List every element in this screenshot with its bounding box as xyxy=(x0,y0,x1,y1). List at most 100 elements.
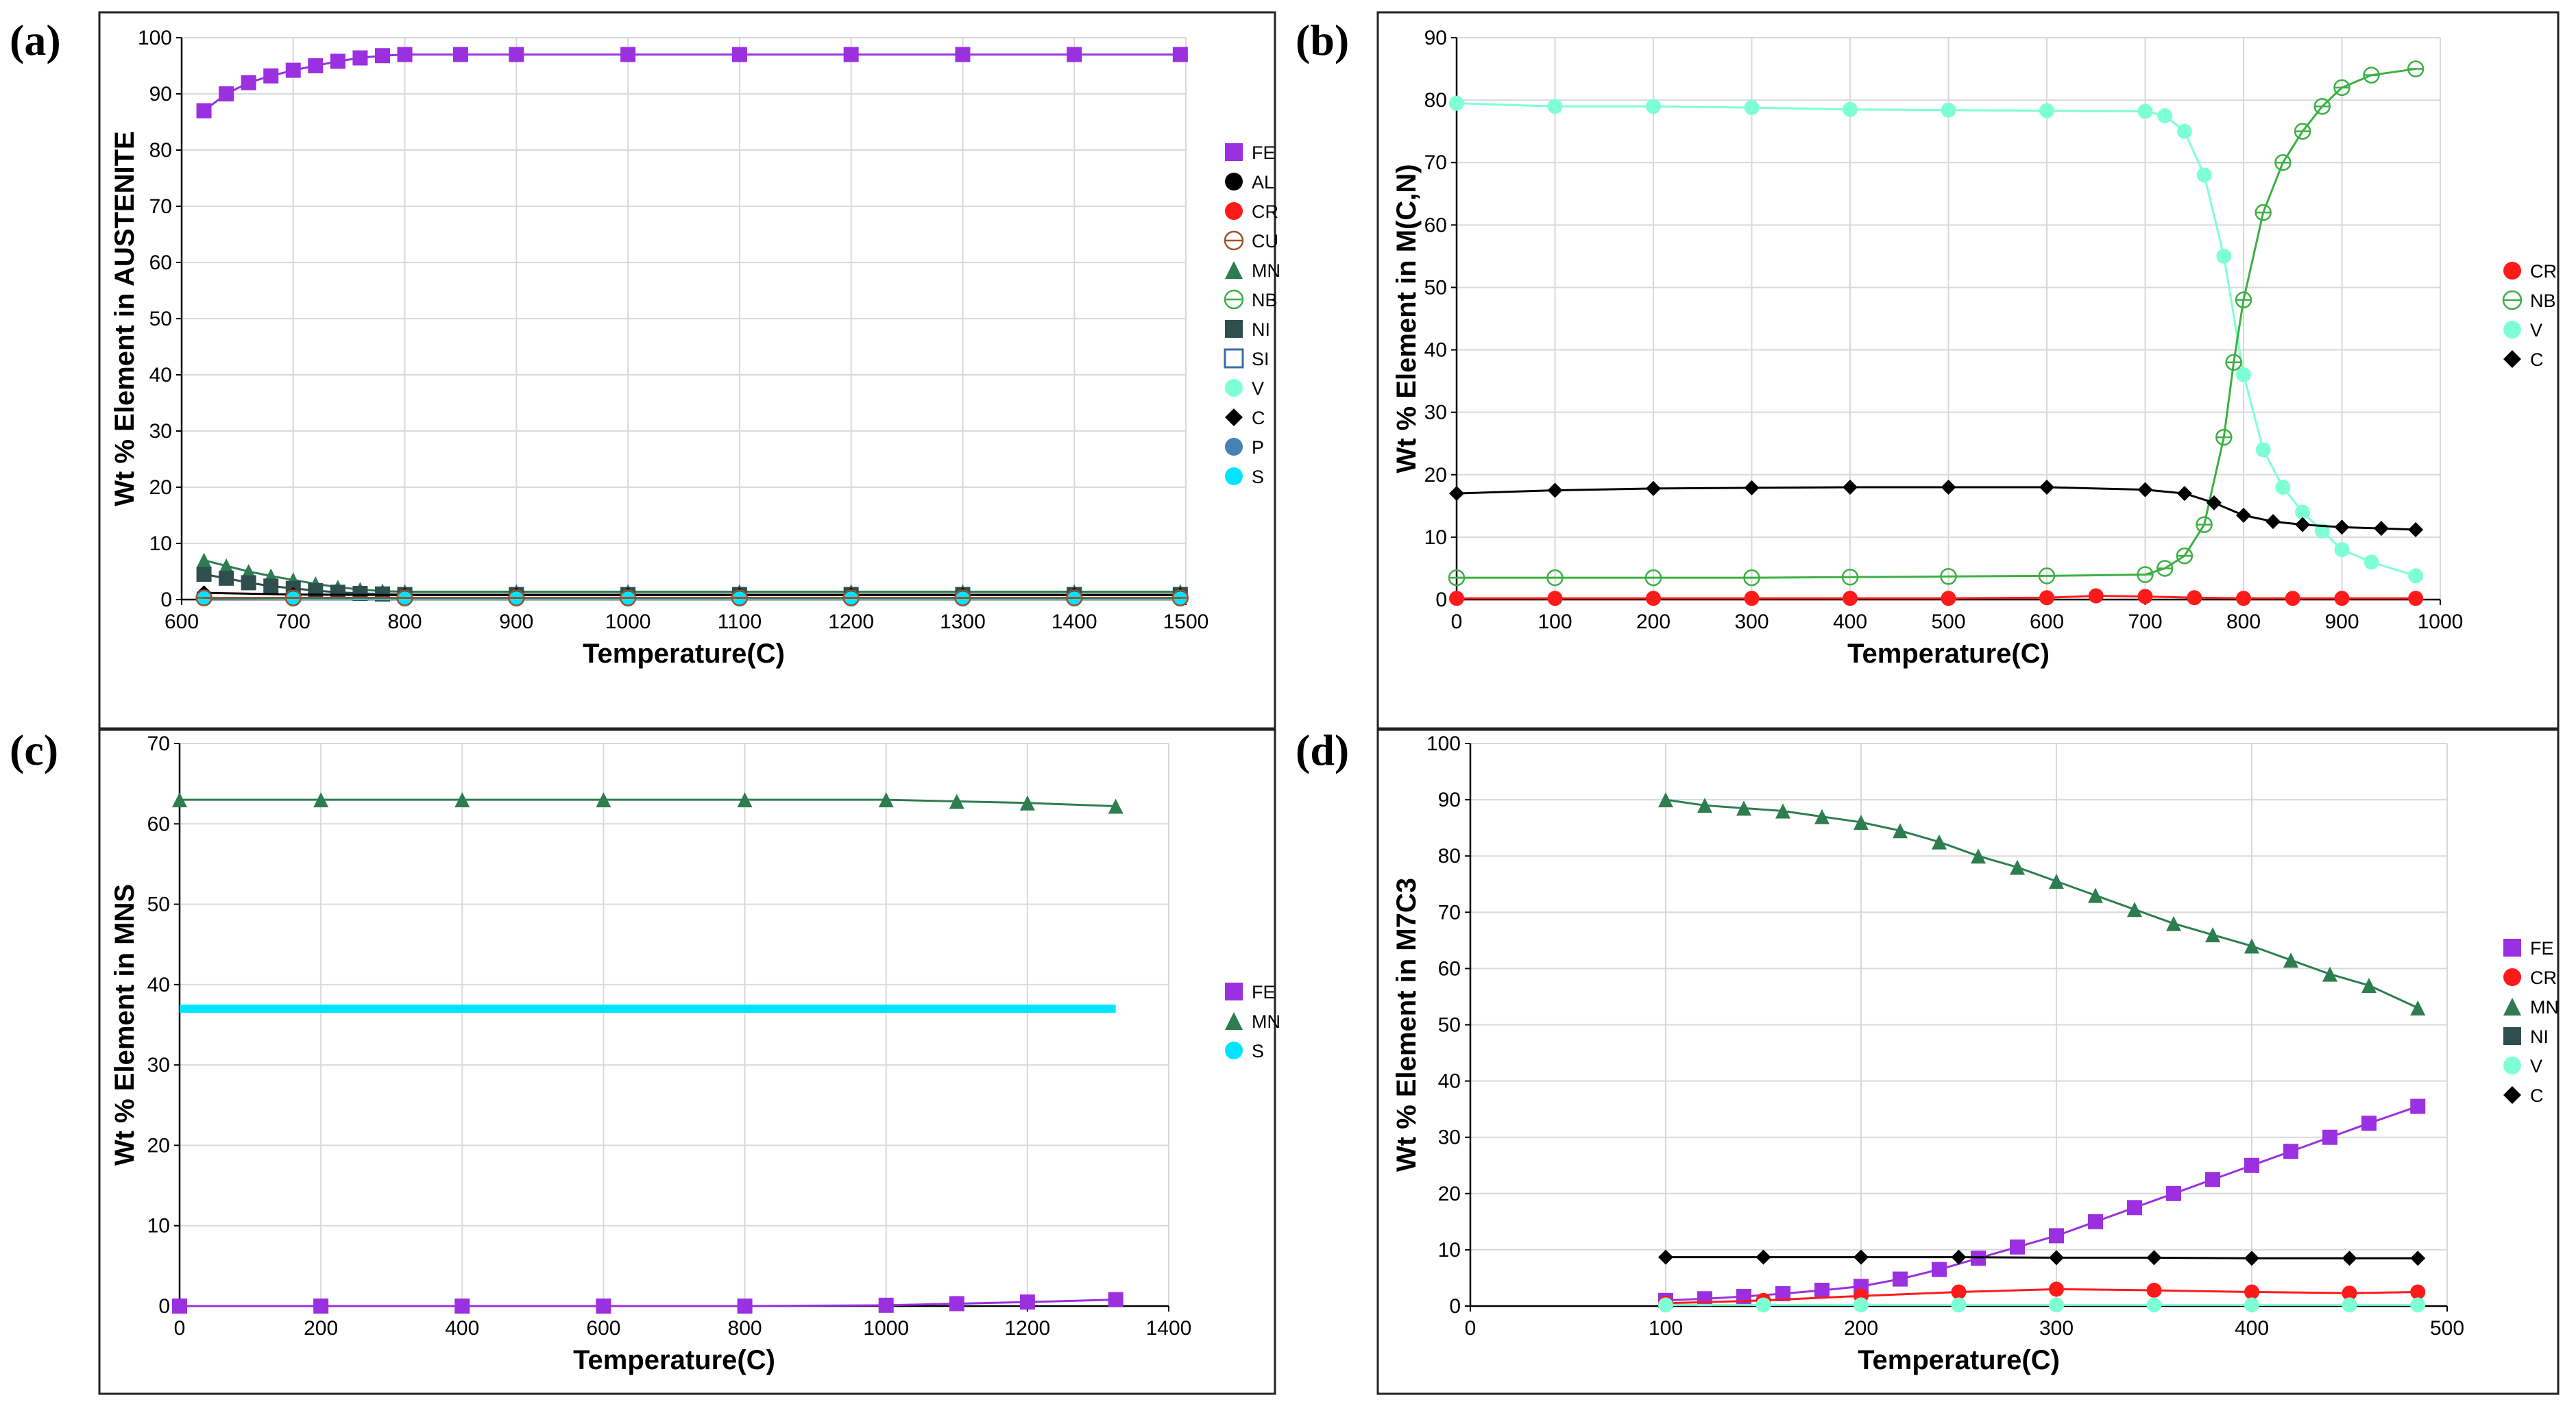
x-tick-label: 0 xyxy=(174,1317,186,1340)
legend-marker-nb xyxy=(2502,290,2523,310)
data-point xyxy=(2176,486,2192,502)
data-point xyxy=(2333,79,2350,97)
data-point xyxy=(2088,588,2104,604)
panel-frame xyxy=(1376,728,2560,1395)
y-tick-label: 90 xyxy=(149,83,172,106)
series-mn xyxy=(1658,792,2426,1016)
x-tick-label: 1100 xyxy=(718,611,762,633)
data-point xyxy=(2322,1129,2337,1145)
data-point xyxy=(1951,1284,1967,1300)
data-point xyxy=(2049,1250,2064,1266)
data-point xyxy=(2049,1297,2064,1313)
x-tick-label: 1400 xyxy=(1052,611,1097,633)
data-point xyxy=(263,578,279,594)
y-tick-label: 0 xyxy=(1449,1295,1461,1318)
panel-label-c: (c) xyxy=(10,726,59,774)
legend-marker-c xyxy=(2503,1086,2521,1104)
data-point xyxy=(1108,1292,1123,1307)
data-point xyxy=(1646,480,1661,496)
data-point xyxy=(1951,1249,1967,1265)
data-point xyxy=(2137,589,2153,604)
panel-label-a: (a) xyxy=(10,16,61,64)
y-tick-label: 30 xyxy=(1424,402,1447,424)
data-point xyxy=(1854,1297,1869,1313)
x-tick-label: 0 xyxy=(1465,1317,1477,1340)
data-point xyxy=(1932,834,1947,850)
data-point xyxy=(1971,848,1986,864)
data-point xyxy=(731,47,747,62)
y-tick-label: 20 xyxy=(147,1134,170,1157)
legend-marker-s xyxy=(1225,467,1243,485)
data-point xyxy=(1775,1286,1790,1301)
series-fe xyxy=(196,47,1188,119)
data-point xyxy=(1172,591,1188,607)
y-tick-label: 10 xyxy=(149,532,172,555)
legend-label-si: SI xyxy=(1252,349,1269,369)
x-tick-label: 400 xyxy=(445,1317,479,1340)
data-point xyxy=(1019,1294,1035,1310)
legend-label-ni: NI xyxy=(1252,319,1270,340)
data-point xyxy=(2146,1297,2162,1313)
data-point xyxy=(1775,803,1790,819)
data-point xyxy=(2236,508,2251,523)
data-point xyxy=(2295,517,2311,532)
data-point xyxy=(2313,97,2331,115)
legend-label-c: C xyxy=(1252,408,1265,428)
data-point xyxy=(1546,569,1564,587)
y-tick-label: 50 xyxy=(1438,1014,1461,1037)
data-point xyxy=(1646,99,1661,114)
y-tick-label: 0 xyxy=(158,1295,170,1318)
x-axis-label: Temperature(C) xyxy=(573,1345,775,1375)
y-tick-label: 70 xyxy=(1438,901,1461,924)
data-point xyxy=(396,589,413,606)
data-point xyxy=(2039,103,2054,119)
data-point xyxy=(737,792,753,808)
data-point xyxy=(1646,591,1661,606)
data-point xyxy=(2205,1172,2220,1188)
data-point xyxy=(330,53,345,69)
data-point xyxy=(1843,591,1858,606)
data-point xyxy=(1940,568,1957,585)
data-point xyxy=(196,103,212,119)
legend-label-c: C xyxy=(2530,1085,2544,1106)
data-point xyxy=(2010,1239,2025,1255)
data-point xyxy=(2283,1144,2298,1159)
data-point xyxy=(219,86,234,101)
data-point xyxy=(2410,1000,2426,1016)
series-line xyxy=(204,597,1180,600)
legend-label-mn: MN xyxy=(1252,1011,1280,1032)
data-point xyxy=(2342,1286,2357,1301)
data-point xyxy=(1171,589,1189,606)
legend-label-c: C xyxy=(2530,349,2544,370)
data-point xyxy=(2255,442,2271,458)
series-line xyxy=(1665,798,2418,1009)
legend-marker-cr xyxy=(2503,968,2521,986)
legend-label-fe: FE xyxy=(1252,143,1276,163)
data-point xyxy=(508,589,525,606)
legend-label-s: S xyxy=(1252,467,1264,487)
data-point xyxy=(219,558,234,574)
legend-label-v: V xyxy=(2530,320,2542,341)
data-point xyxy=(2408,591,2424,606)
data-point xyxy=(2322,966,2337,982)
x-tick-label: 1300 xyxy=(940,611,986,633)
x-tick-label: 1200 xyxy=(828,611,874,633)
y-tick-label: 50 xyxy=(149,308,172,330)
x-tick-label: 900 xyxy=(2324,611,2359,633)
data-point xyxy=(2038,567,2056,585)
data-point xyxy=(955,47,971,62)
legend-label-mn: MN xyxy=(2530,997,2559,1018)
data-point xyxy=(308,58,324,73)
data-point xyxy=(397,47,413,62)
y-tick-label: 30 xyxy=(147,1054,170,1077)
y-tick-label: 80 xyxy=(1424,89,1447,112)
legend-label-cr: CR xyxy=(1252,201,1278,222)
data-point xyxy=(2206,495,2222,511)
data-point xyxy=(2157,108,2173,123)
data-point xyxy=(619,589,637,606)
chart-panel-c: 0 200 400 600 800 1000 1200 1400 0 10 20 30 40 50 60 70… xyxy=(98,728,1280,1395)
x-tick-label: 600 xyxy=(165,611,199,633)
y-tick-label: 0 xyxy=(1435,589,1447,611)
data-point xyxy=(949,1296,964,1312)
data-point xyxy=(2361,978,2377,994)
